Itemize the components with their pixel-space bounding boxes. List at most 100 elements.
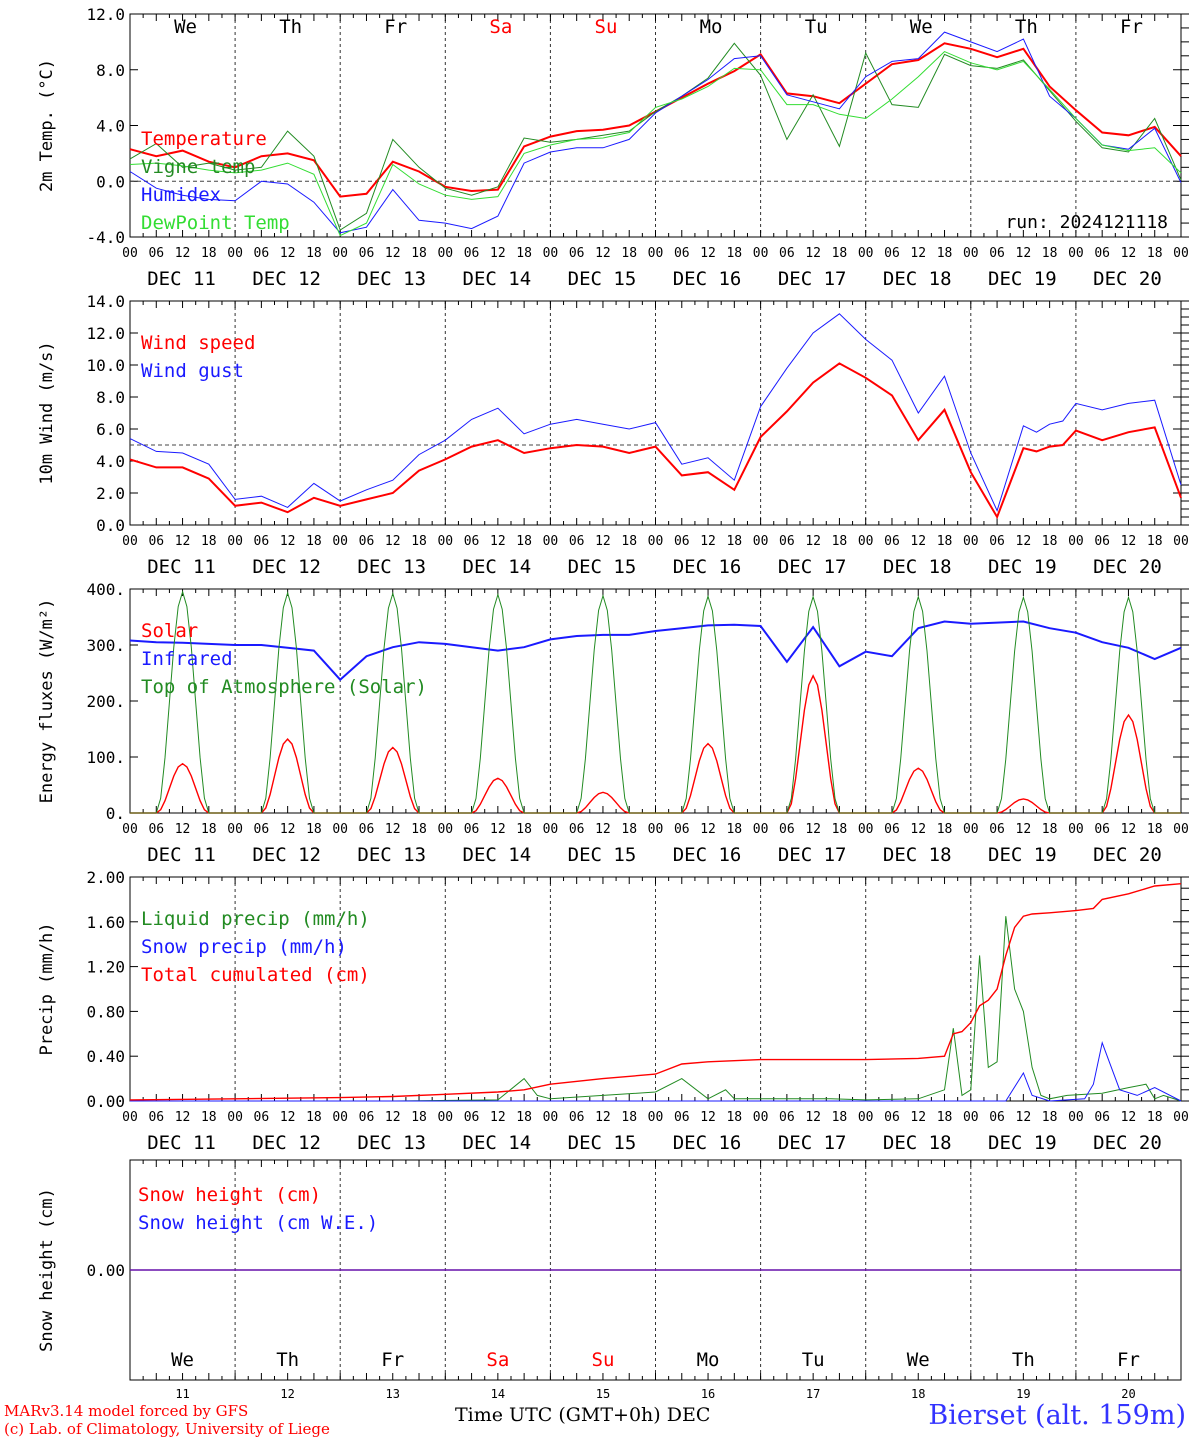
hour-label: 18: [937, 1110, 953, 1125]
hour-label: 12: [805, 822, 821, 837]
y-tick-label: 0.: [106, 804, 125, 823]
date-label: DEC 13: [357, 844, 426, 866]
legend-label: Snow height (cm): [138, 1184, 321, 1206]
date-label: DEC 13: [357, 556, 426, 578]
hour-label: 18: [621, 1110, 637, 1125]
bottom-date-label: 17: [806, 1387, 820, 1401]
y-tick-label: 400.: [86, 580, 125, 599]
date-label: DEC 12: [252, 844, 321, 866]
series-line-temperature: [129, 42, 1182, 198]
hour-label: 12: [280, 822, 296, 837]
y-axis-label: 10m Wind (m/s): [37, 341, 57, 484]
hour-label: 06: [674, 1110, 690, 1125]
hour-label: 00: [858, 534, 874, 549]
hour-label: 00: [543, 1110, 559, 1125]
hour-label: 18: [832, 246, 848, 261]
hour-label: 18: [726, 1110, 742, 1125]
hour-label: 12: [805, 1110, 821, 1125]
bottom-date-label: 13: [386, 1387, 400, 1401]
hour-label: 18: [306, 246, 322, 261]
hour-label: 12: [385, 1110, 401, 1125]
legend-label: Humidex: [141, 184, 221, 206]
x-axis-title: Time UTC (GMT+0h) DEC: [455, 1404, 711, 1426]
hour-label: 18: [516, 1110, 532, 1125]
hour-label: 00: [753, 534, 769, 549]
date-label: DEC 20: [1093, 268, 1162, 290]
date-label: DEC 16: [673, 844, 742, 866]
hour-label: 06: [148, 822, 164, 837]
hour-label: 00: [648, 534, 664, 549]
hour-label: 00: [648, 822, 664, 837]
station-name: Bierset (alt. 159m): [928, 1400, 1186, 1431]
series-line-top-of-atmosphere-solar-: [130, 590, 1181, 814]
legend-label: DewPoint Temp: [141, 212, 290, 234]
date-label: DEC 16: [673, 268, 742, 290]
hour-label: 00: [227, 534, 243, 549]
date-label: DEC 19: [988, 268, 1057, 290]
hour-label: 00: [1068, 822, 1084, 837]
hour-label: 18: [306, 534, 322, 549]
hour-label: 18: [516, 822, 532, 837]
hour-label: 18: [306, 822, 322, 837]
y-tick-label: 12.0: [86, 324, 125, 343]
hour-label: 18: [621, 534, 637, 549]
date-label: DEC 14: [463, 268, 532, 290]
hour-label: 12: [805, 534, 821, 549]
date-label: DEC 15: [568, 1132, 637, 1154]
hour-label: 06: [359, 1110, 375, 1125]
weekday-label-top: We: [910, 16, 933, 38]
series-line-wind-gust: [129, 313, 1182, 512]
bottom-date-label: 11: [175, 1387, 189, 1401]
hour-label: 18: [1147, 1110, 1163, 1125]
date-label: DEC 11: [147, 268, 216, 290]
hour-label: 00: [858, 822, 874, 837]
hour-label: 18: [516, 246, 532, 261]
y-tick-label: 0.00: [86, 1092, 125, 1111]
date-label: DEC 19: [988, 556, 1057, 578]
hour-label: 18: [201, 534, 217, 549]
hour-label: 00: [122, 534, 138, 549]
hour-label: 06: [254, 1110, 270, 1125]
bottom-date-label: 18: [911, 1387, 925, 1401]
hour-label: 00: [227, 246, 243, 261]
hour-label: 18: [621, 822, 637, 837]
hour-label: 12: [1121, 246, 1137, 261]
weekday-label-top: Th: [1015, 16, 1038, 38]
hour-label: 06: [569, 246, 585, 261]
hour-label: 18: [937, 534, 953, 549]
date-label: DEC 18: [883, 556, 952, 578]
date-label: DEC 17: [778, 1132, 847, 1154]
y-axis-label: Precip (mm/h): [37, 922, 57, 1055]
hour-label: 12: [175, 1110, 191, 1125]
legend-label: Temperature: [141, 128, 267, 150]
hour-label: 12: [700, 1110, 716, 1125]
hour-label: 18: [726, 534, 742, 549]
series-line-vigne-temp: [129, 42, 1182, 231]
weekday-label-top: Sa: [489, 16, 512, 38]
hour-label: 06: [1094, 1110, 1110, 1125]
hour-label: 06: [989, 534, 1005, 549]
y-tick-label: 200.: [86, 692, 125, 711]
hour-label: 06: [1094, 534, 1110, 549]
y-tick-label: 0.40: [86, 1047, 125, 1066]
hour-label: 00: [858, 246, 874, 261]
hour-label: 06: [779, 534, 795, 549]
hour-label: 06: [884, 534, 900, 549]
hour-label: 18: [1147, 534, 1163, 549]
series-line-liquid-precip-mm-h-: [130, 916, 1182, 1102]
hour-label: 18: [306, 1110, 322, 1125]
hour-label: 00: [332, 246, 348, 261]
hour-label: 00: [648, 1110, 664, 1125]
hour-label: 12: [595, 534, 611, 549]
legend-label: Infrared: [141, 648, 233, 670]
hour-label: 06: [359, 822, 375, 837]
hour-label: 00: [858, 1110, 874, 1125]
weekday-label-top: Tu: [805, 16, 828, 38]
panel-frame: [129, 300, 1182, 526]
hour-label: 00: [437, 1110, 453, 1125]
date-label: DEC 16: [673, 556, 742, 578]
hour-label: 18: [1042, 534, 1058, 549]
hour-label: 12: [280, 246, 296, 261]
y-tick-label: 1.60: [86, 913, 125, 932]
hour-label: 06: [148, 246, 164, 261]
